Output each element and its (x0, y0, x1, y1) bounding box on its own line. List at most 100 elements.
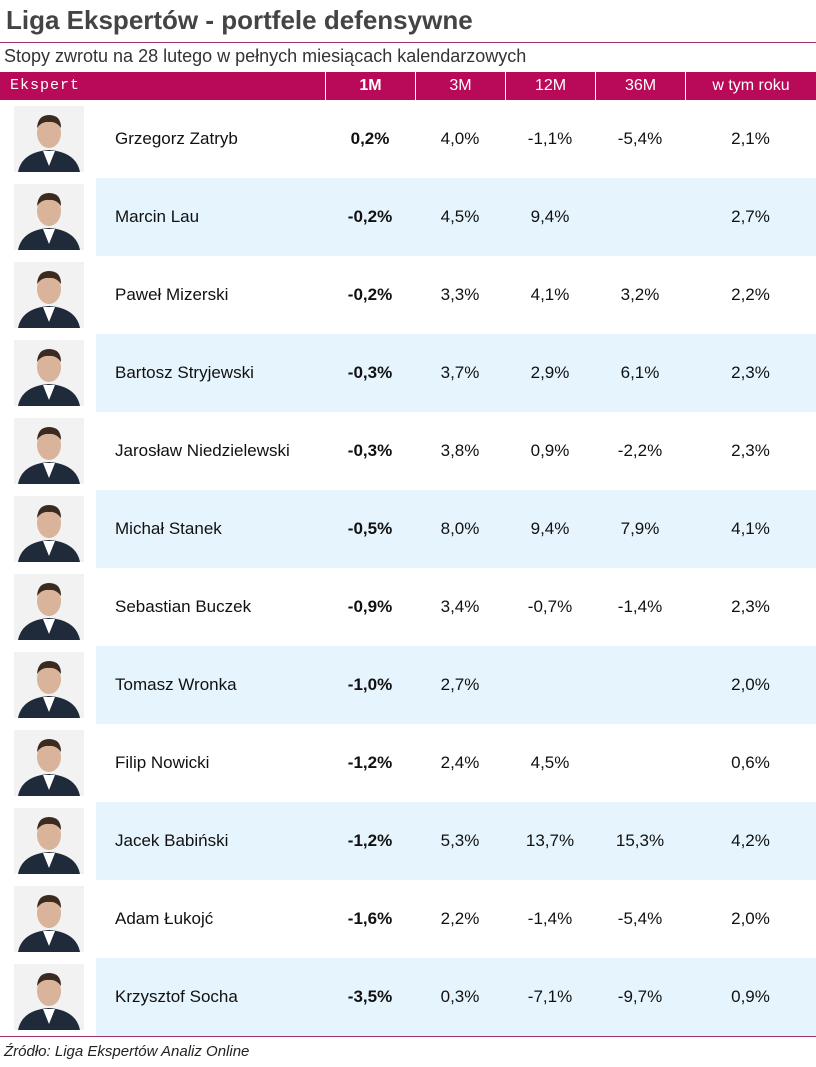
column-header: w tym roku (685, 72, 816, 100)
cell-value: 0,6% (731, 753, 770, 772)
cell-value: 2,1% (731, 129, 770, 148)
cell-value: 6,1% (620, 363, 660, 382)
cell-value: 9,4% (530, 519, 570, 538)
table-row: Tomasz Wronka -1,0% 2,7% 2,0% (0, 646, 816, 724)
expert-name: Tomasz Wronka (115, 675, 237, 694)
photo (14, 418, 84, 484)
photo (14, 808, 84, 874)
cell-value: 2,3% (731, 597, 770, 616)
expert-name: Marcin Lau (115, 207, 200, 226)
cell-value: -0,7% (527, 597, 573, 616)
cell-value: -1,1% (527, 129, 573, 148)
cell-value: -1,4% (617, 597, 663, 616)
table-header: Ekspert 1M 3M 12M 36M w tym roku (0, 72, 816, 100)
cell-value: -3,5% (347, 987, 393, 1006)
cell-value: 2,3% (731, 441, 770, 460)
subtitle: Stopy zwrotu na 28 lutego w pełnych mies… (4, 46, 527, 66)
cell-value: 2,7% (731, 207, 770, 226)
cell-value: 4,2% (731, 831, 770, 850)
photo (14, 730, 84, 796)
cell-value: -1,6% (347, 909, 393, 928)
column-header: 36M (595, 72, 685, 100)
cell-value: 3,2% (620, 285, 660, 304)
table-row: Marcin Lau -0,2% 4,5% 9,4% 2,7% (0, 178, 816, 256)
cell-value: 2,2% (440, 909, 480, 928)
expert-name: Adam Łukojć (115, 909, 214, 928)
expert-name: Bartosz Stryjewski (115, 363, 254, 382)
table-row: Michał Stanek -0,5% 8,0% 9,4% 7,9% 4,1% (0, 490, 816, 568)
table-row: Grzegorz Zatryb 0,2% 4,0% -1,1% -5,4% 2,1% (0, 100, 816, 178)
photo (14, 184, 84, 250)
cell-value: -5,4% (617, 129, 663, 148)
cell-value: 2,7% (440, 675, 480, 694)
cell-value: 13,7% (525, 831, 575, 850)
cell-value: 2,0% (731, 675, 770, 694)
expert-name: Michał Stanek (115, 519, 222, 538)
photo (14, 340, 84, 406)
expert-name: Filip Nowicki (115, 753, 210, 772)
table-row: Paweł Mizerski -0,2% 3,3% 4,1% 3,2% 2,2% (0, 256, 816, 334)
photo (14, 262, 84, 328)
row-band (96, 178, 816, 256)
divider (0, 1036, 816, 1037)
cell-value: 3,3% (440, 285, 480, 304)
photo (14, 574, 84, 640)
row-band (96, 334, 816, 412)
cell-value: -9,7% (617, 987, 663, 1006)
cell-value: 7,9% (620, 519, 660, 538)
cell-value: -5,4% (617, 909, 663, 928)
cell-value: 0,2% (350, 129, 390, 148)
column-header: Ekspert (10, 77, 81, 94)
cell-value: -0,5% (347, 519, 393, 538)
cell-value: -1,2% (347, 753, 393, 772)
photo (14, 964, 84, 1030)
table-row: Jacek Babiński -1,2% 5,3% 13,7% 15,3% 4,2% (0, 802, 816, 880)
cell-value: 0,9% (731, 987, 770, 1006)
expert-name: Jacek Babiński (115, 831, 229, 850)
table-row: Sebastian Buczek -0,9% 3,4% -0,7% -1,4% 2,3% (0, 568, 816, 646)
expert-name: Grzegorz Zatryb (115, 129, 238, 148)
cell-value: 4,5% (530, 753, 570, 772)
row-band (96, 490, 816, 568)
cell-value: 4,1% (731, 519, 770, 538)
expert-name: Sebastian Buczek (115, 597, 252, 616)
cell-value: 4,5% (440, 207, 480, 226)
photo (14, 496, 84, 562)
cell-value: 3,7% (440, 363, 480, 382)
cell-value: -1,0% (347, 675, 393, 694)
expert-name: Paweł Mizerski (115, 285, 229, 304)
row-band (96, 646, 816, 724)
cell-value: 2,4% (440, 753, 480, 772)
photo (14, 886, 84, 952)
row-band (96, 802, 816, 880)
cell-value: 5,3% (440, 831, 480, 850)
photo (14, 106, 84, 172)
cell-value: -7,1% (527, 987, 573, 1006)
source: Źródło: Liga Ekspertów Analiz Online (4, 1043, 250, 1060)
cell-value: -0,2% (347, 285, 393, 304)
column-header: 1M (325, 72, 415, 100)
table-row: Filip Nowicki -1,2% 2,4% 4,5% 0,6% (0, 724, 816, 802)
cell-value: 2,0% (731, 909, 770, 928)
cell-value: -0,9% (347, 597, 393, 616)
cell-value: 8,0% (440, 519, 480, 538)
cell-value: 3,4% (440, 597, 480, 616)
expert-name: Krzysztof Socha (115, 987, 238, 1006)
cell-value: 2,2% (731, 285, 770, 304)
cell-value: 15,3% (615, 831, 665, 850)
divider (0, 42, 816, 43)
cell-value: 2,9% (530, 363, 570, 382)
table-row: Adam Łukojć -1,6% 2,2% -1,4% -5,4% 2,0% (0, 880, 816, 958)
cell-value: -0,2% (347, 207, 393, 226)
cell-value: 0,9% (530, 441, 570, 460)
cell-value: 3,8% (440, 441, 480, 460)
title: Liga Ekspertów - portfele defensywne (6, 5, 473, 35)
photo (14, 652, 84, 718)
cell-value: -0,3% (347, 441, 393, 460)
cell-value: -0,3% (347, 363, 393, 382)
table-row: Jarosław Niedzielewski -0,3% 3,8% 0,9% -2,2%… (0, 412, 816, 490)
cell-value: -1,2% (347, 831, 393, 850)
cell-value: 4,1% (530, 285, 570, 304)
table-row: Bartosz Stryjewski -0,3% 3,7% 2,9% 6,1% 2,3% (0, 334, 816, 412)
